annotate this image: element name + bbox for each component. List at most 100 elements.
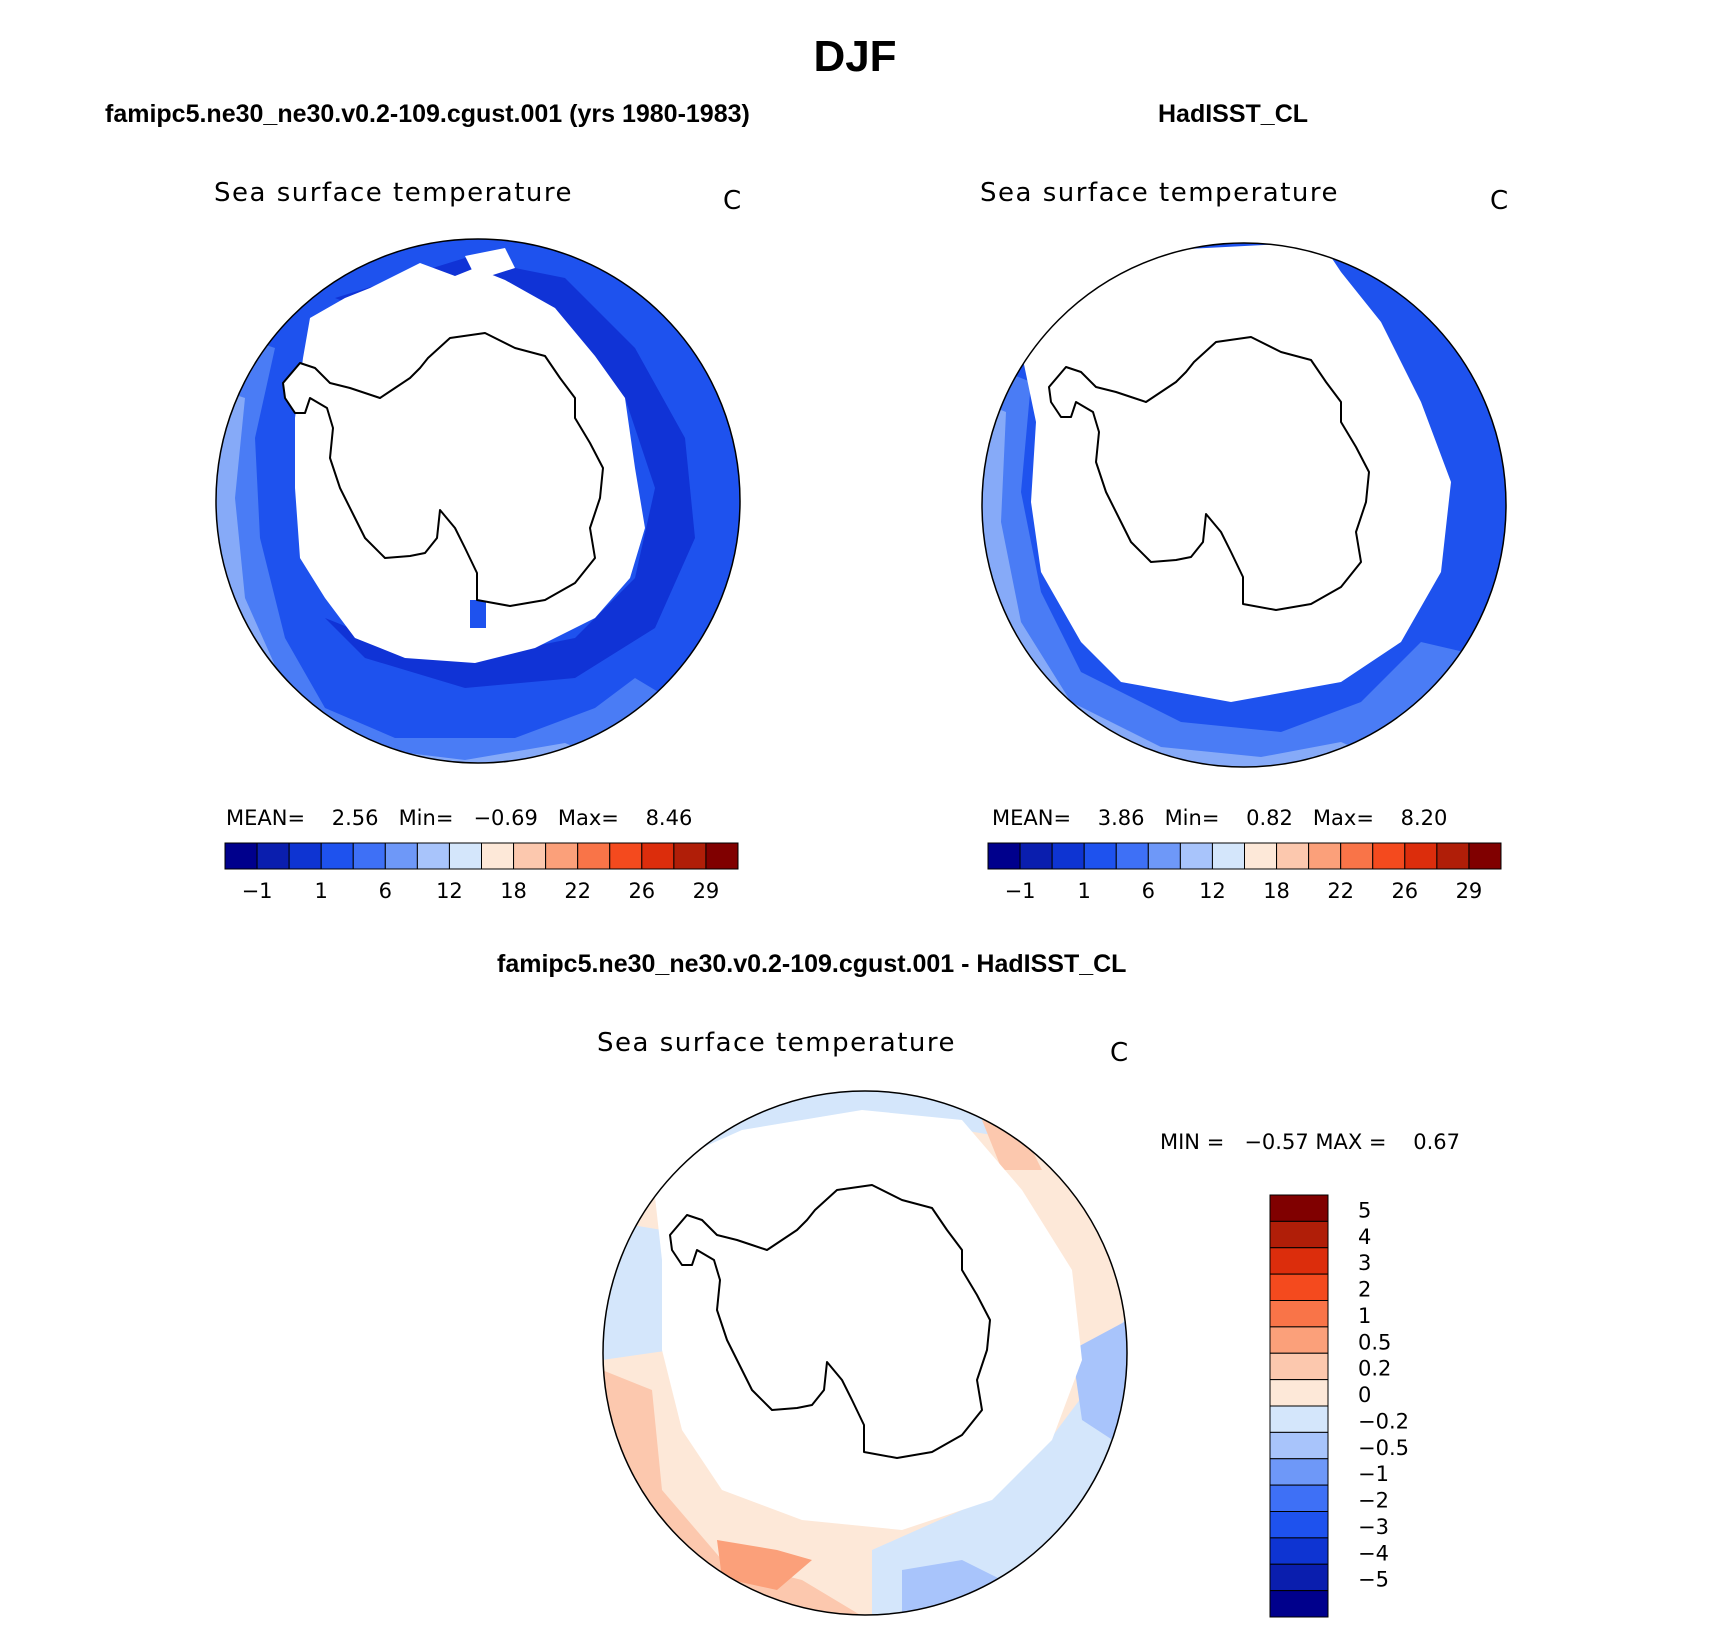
model-land-mask-edge [216,333,227,388]
model-colorbar-box [481,842,515,870]
model-colorbar-box [705,842,739,870]
obs-colorbar-tick-label: 6 [1142,879,1155,903]
obs-colorbar-box [1308,842,1342,870]
diff-colorbar-box [1269,1326,1329,1354]
obs-max-label: Max= [1312,806,1374,830]
diff-colorbar-tick-label: 0 [1358,1383,1371,1407]
model-colorbar-tick-label: 12 [436,879,463,903]
obs-land-mask-edge [982,367,995,412]
obs-case-title: HadISST_CL [1158,100,1309,128]
model-colorbar-box [513,842,547,870]
obs-max-value: 8.20 [1400,806,1448,830]
diff-colorbar-tick-label: 0.5 [1358,1330,1391,1354]
page-title: DJF [813,32,897,81]
model-stats: MEAN= 2.56 Min= −0.69 Max= 8.46 [226,806,692,830]
diff-antarctica-coastline [669,1184,991,1459]
diff-colorbar-box [1269,1511,1329,1539]
model-colorbar-tick-label: 18 [500,879,527,903]
obs-colorbar-box [1083,842,1117,870]
obs-colorbar-box [1211,842,1245,870]
diff-colorbar: 5 43 210.5 0.20−0.2 −0.5−1 −2−3−4 −5 [1269,1194,1409,1618]
obs-colorbar-box [1468,842,1502,870]
diff-min-label: MIN = [1160,1130,1225,1154]
obs-map-border [981,242,1507,768]
diff-colorbar-tick-label: −4 [1358,1541,1389,1565]
diff-colorbar-box [1269,1590,1329,1618]
obs-colorbar-box [1179,842,1213,870]
obs-colorbar-box [1340,842,1374,870]
diff-colorbar-box [1269,1379,1329,1407]
model-min-value: −0.69 [473,806,538,830]
model-cold-band [325,258,695,688]
model-colorbar-tick-label: 22 [564,879,591,903]
model-max-value: 8.46 [645,806,693,830]
obs-plot-title: Sea surface temperature [980,178,1339,208]
diff-colorbar-tick-label: −1 [1358,1462,1389,1486]
diff-colorbar-box [1269,1273,1329,1301]
model-colorbar-box [609,842,643,870]
diff-colorbar-tick-label: −0.5 [1358,1436,1409,1460]
diff-colorbar-tick-label: 4 [1358,1225,1371,1249]
diff-pos-strong-patch [717,1540,812,1590]
model-colorbar-box [256,842,290,870]
model-open-water-patch [470,600,486,628]
diff-plot-title: Sea surface temperature [597,1028,956,1058]
diff-colorbar-box [1269,1194,1329,1222]
model-colorbar-tick-label: 6 [379,879,392,903]
model-colorbar-tick-label: 26 [628,879,655,903]
obs-colorbar-box [1115,842,1149,870]
diff-colorbar-box [1269,1405,1329,1433]
diff-colorbar-box [1269,1431,1329,1460]
obs-min-value: 0.82 [1246,806,1293,830]
obs-colorbar-box [1019,842,1053,870]
obs-mean-value: 3.86 [1097,806,1145,830]
diff-units-label: C [1110,1038,1129,1068]
diff-min-value: −0.57 [1244,1130,1309,1154]
model-max-label: Max= [557,806,619,830]
model-colorbar-box [416,842,450,870]
diff-case-title: famipc5.ne30_ne30.v0.2-109.cgust.001 - H… [497,950,1127,978]
diff-colorbar-box [1269,1352,1329,1381]
obs-colorbar-box [1276,842,1310,870]
diff-max-label: MAX = [1315,1130,1387,1154]
diff-colorbar-tick-label: 5 [1358,1198,1371,1222]
obs-polar-map [981,242,1507,768]
obs-colorbar-tick-label: 1 [1078,879,1091,903]
diff-colorbar-tick-label: 1 [1358,1304,1371,1328]
diff-colorbar-box [1269,1300,1329,1328]
obs-colorbar-tick-label: 18 [1263,879,1290,903]
diff-stats: MIN = −0.57 MAX = 0.67 [1160,1130,1460,1154]
model-colorbar-box [545,842,579,870]
obs-min-label: Min= [1164,806,1220,830]
diff-colorbar-box [1269,1484,1329,1512]
model-plot-title: Sea surface temperature [214,178,573,208]
obs-colorbar-box [1372,842,1406,870]
model-colorbar-box [320,842,354,870]
diff-neg-strong-patch-east [1072,1320,1127,1450]
model-colorbar-box [673,842,707,870]
obs-mean-label: MEAN= [992,806,1072,830]
diff-max-value: 0.67 [1413,1130,1460,1154]
obs-colorbar-box [1147,842,1181,870]
model-colorbar-tick-label: 29 [693,879,720,903]
diff-pos-patch-north [982,1120,1042,1170]
diff-colorbar-tick-label: 0.2 [1358,1357,1391,1381]
model-colorbar-tick-label: −1 [242,879,273,903]
obs-colorbar-tick-label: 29 [1456,879,1483,903]
model-case-title: famipc5.ne30_ne30.v0.2-109.cgust.001 (yr… [105,100,750,128]
obs-stats: MEAN= 3.86 Min= 0.82 Max= 8.20 [992,806,1447,830]
diff-colorbar-tick-label: −2 [1358,1489,1389,1513]
obs-colorbar-box [1244,842,1278,870]
model-map-border [215,238,741,764]
obs-colorbar-tick-label: 12 [1199,879,1226,903]
obs-colorbar-box [987,842,1021,870]
diff-colorbar-box [1269,1220,1329,1249]
diff-colorbar-box [1269,1458,1329,1486]
model-ice-patch [465,248,515,280]
model-mean-label: MEAN= [226,806,306,830]
model-units-label: C [723,186,742,216]
diff-colorbar-tick-label: −3 [1358,1515,1389,1539]
model-colorbar-box [288,842,322,870]
diff-colorbar-box [1269,1247,1329,1275]
model-colorbar-box [224,842,258,870]
